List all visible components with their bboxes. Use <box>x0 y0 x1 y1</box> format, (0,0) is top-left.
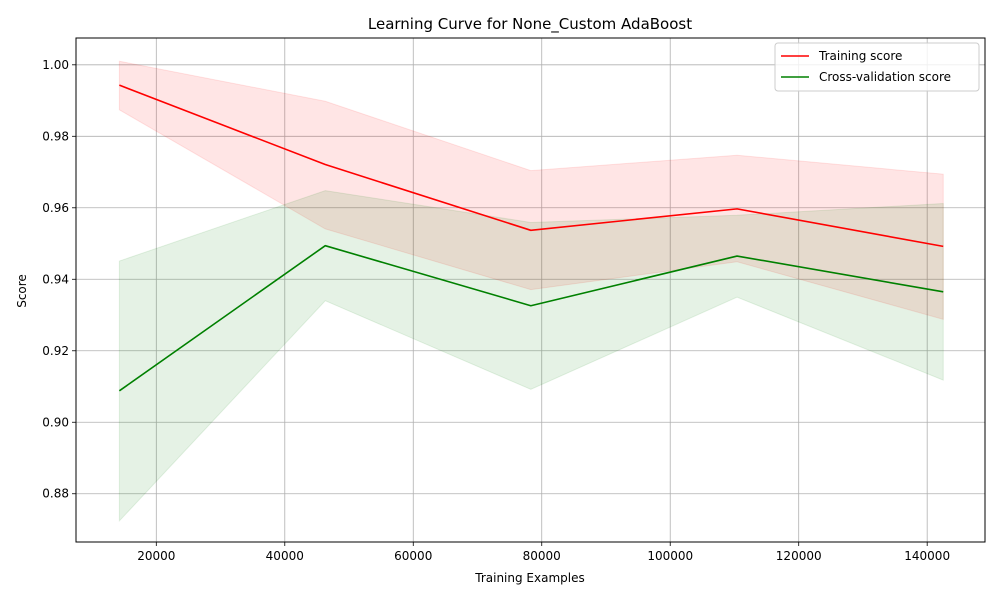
y-tick-label: 0.88 <box>42 487 69 501</box>
x-tick-label: 60000 <box>394 549 432 563</box>
y-tick-label: 0.98 <box>42 129 69 143</box>
x-tick-label: 80000 <box>523 549 561 563</box>
x-axis-ticks: 20000 40000 60000 80000 100000 120000 140000 <box>137 542 950 563</box>
legend-box <box>774 42 980 92</box>
chart-title: Learning Curve for None_Custom AdaBoost <box>368 15 692 34</box>
x-tick-label: 20000 <box>137 549 175 563</box>
y-tick-label: 0.90 <box>42 415 69 429</box>
y-tick-label: 0.96 <box>42 201 69 215</box>
series-1-band <box>118 190 944 523</box>
gridlines <box>76 38 985 542</box>
y-tick-label: 0.94 <box>42 272 69 286</box>
x-axis-label: Training Examples <box>474 571 584 585</box>
x-tick-label: 120000 <box>776 549 822 563</box>
y-tick-label: 1.00 <box>42 58 69 72</box>
score-bands <box>118 60 944 523</box>
plot-area-frame <box>75 37 986 543</box>
legend-label-0: Training score <box>818 49 902 63</box>
x-tick-label: 140000 <box>904 549 950 563</box>
legend-label-1: Cross-validation score <box>819 70 951 84</box>
series-1-line <box>118 244 944 392</box>
y-axis-ticks: 0.88 0.90 0.92 0.94 0.96 0.98 1.00 <box>42 58 76 501</box>
y-axis-label: Score <box>15 274 29 308</box>
x-tick-label: 100000 <box>647 549 693 563</box>
series-0-band <box>118 60 944 320</box>
series-0-line <box>119 84 944 248</box>
legend: Training score Cross-validation score <box>774 42 980 92</box>
x-tick-label: 40000 <box>266 549 304 563</box>
score-lines <box>118 84 944 392</box>
y-tick-label: 0.92 <box>42 344 69 358</box>
